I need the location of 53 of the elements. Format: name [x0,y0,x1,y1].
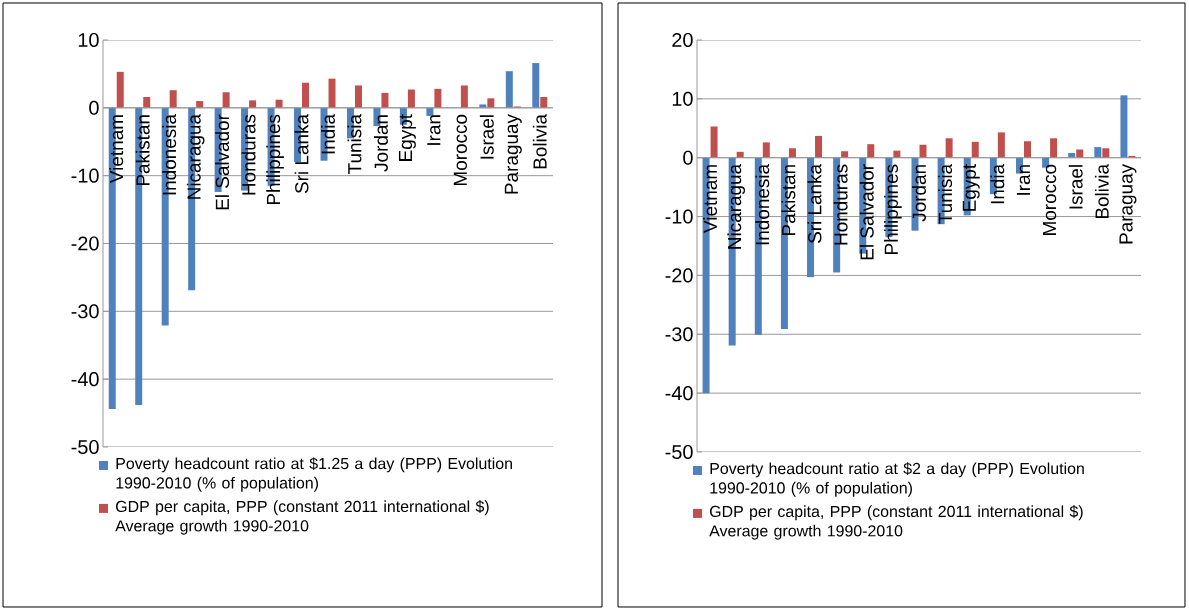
legend-label: Poverty headcount ratio at $1.25 a day (PPP) Evolution 1990-2010 (% of population) [116,457,512,492]
legend-label: Poverty headcount ratio at $2 a day (PPP) Evolution 1990-2010 (% of population) [710,462,1084,497]
x-tick-label: Honduras [241,114,256,195]
y-tick-label: 0 [89,100,99,115]
y-tick-label: -30 [665,327,693,342]
x-tick-label: El Salvador [215,114,230,210]
y-tick-label: 10 [672,91,693,106]
x-tick-label: Vietnam [703,165,718,233]
x-tick-label: Egypt [962,164,980,211]
x-tick-label: Bolivia [532,114,547,169]
x-tick-label: Philippines [884,164,902,254]
x-tick-label: Morocco [1043,164,1057,235]
x-tick-label: Jordan [912,165,926,222]
y-tick-label: -40 [665,386,693,401]
x-tick-label: Jordan [374,115,388,172]
x-tick-label: Iran [1016,165,1031,195]
x-tick-label: Egypt [398,114,416,161]
x-tick-label: Philippines [266,114,284,205]
y-tick-label: -10 [665,209,693,224]
x-tick-label: Iran [427,115,441,145]
x-tick-label: Nicaragua [186,114,205,199]
legend-label: GDP per capita, PPP (constant 2011 international $) Average growth 1990-2010 [115,500,489,535]
y-tick-label: -50 [71,439,99,455]
x-tick-label: India [990,163,1005,204]
x-tick-label: Pakistan [135,115,150,186]
y-tick-label: 10 [78,32,99,48]
x-tick-label: Paraguay [1119,163,1137,244]
x-tick-label: El Salvador [859,164,874,260]
x-tick-label: Sri Lanka [807,163,822,244]
y-tick-label: -40 [71,372,99,387]
x-tick-label: Israel [479,115,494,159]
y-tick-label: -10 [71,168,99,183]
x-tick-label: India [321,114,335,154]
x-tick-label: Pakistan [781,165,796,235]
x-tick-label: Indonesia [162,114,177,195]
x-tick-label: Morocco [453,114,467,186]
y-tick-label: -20 [665,268,693,283]
x-tick-label: Honduras [833,164,848,245]
x-tick-label: Israel [1068,165,1083,209]
y-tick-label: 20 [672,32,693,48]
x-tick-label: Indonesia [755,163,770,245]
y-tick-label: 0 [683,150,693,165]
y-tick-label: -20 [71,236,99,251]
x-tick-label: Paraguay [504,114,522,194]
x-tick-label: Sri Lanka [294,114,309,194]
x-tick-label: Bolivia [1094,163,1109,219]
y-tick-label: -50 [665,444,693,460]
y-tick-label: -30 [71,304,99,319]
x-tick-label: Vietnam [109,115,124,184]
x-tick-label: Nicaragua [727,163,745,249]
x-tick-label: Tunisia [347,114,362,174]
x-tick-label: Tunisia [938,163,953,224]
legend-label: GDP per capita, PPP (constant 2011 international $) Average growth 1990-2010 [709,505,1083,540]
